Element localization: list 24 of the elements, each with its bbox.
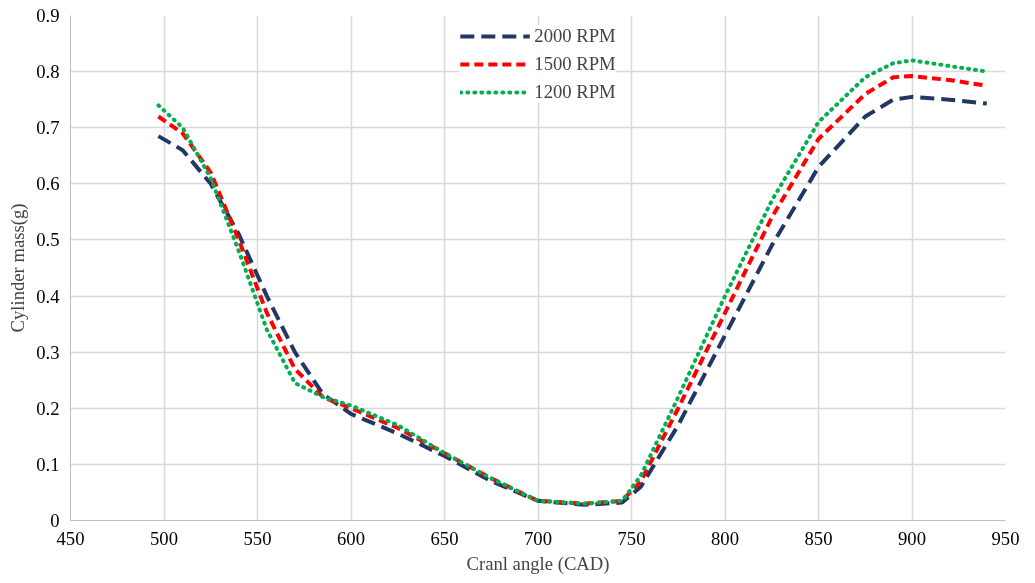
y-tick-label: 0.9 [36, 5, 60, 26]
y-tick-label: 0.1 [36, 453, 60, 475]
x-tick-label: 950 [991, 527, 1020, 549]
x-tick-label: 650 [430, 527, 459, 549]
x-tick-label: 600 [337, 527, 365, 549]
y-tick-label: 0.2 [36, 397, 60, 419]
legend-label: 1500 RPM [534, 53, 616, 75]
x-tick-label: 900 [898, 527, 926, 549]
y-axis-title: Cylinder mass(g) [7, 203, 30, 333]
y-tick-label: 0.8 [36, 61, 60, 83]
x-tick-label: 800 [711, 527, 739, 549]
y-tick-label: 0.7 [36, 117, 60, 139]
legend-label: 2000 RPM [534, 25, 616, 47]
x-tick-label: 750 [617, 527, 646, 549]
y-tick-label: 0.5 [36, 229, 60, 251]
x-axis-title: Cranl angle (CAD) [466, 552, 610, 575]
legend-label: 1200 RPM [534, 81, 616, 103]
x-tick-label: 850 [804, 527, 833, 549]
y-tick-label: 0.4 [36, 285, 61, 307]
x-tick-label: 550 [243, 527, 272, 549]
x-tick-label: 700 [524, 527, 552, 549]
y-tick-label: 0.3 [36, 341, 60, 363]
y-tick-label: 0.6 [36, 173, 60, 195]
x-tick-label: 500 [150, 527, 178, 549]
